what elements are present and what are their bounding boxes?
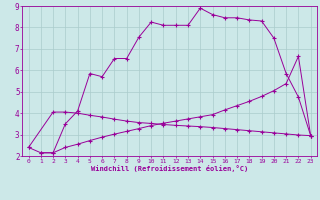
X-axis label: Windchill (Refroidissement éolien,°C): Windchill (Refroidissement éolien,°C) [91,165,248,172]
